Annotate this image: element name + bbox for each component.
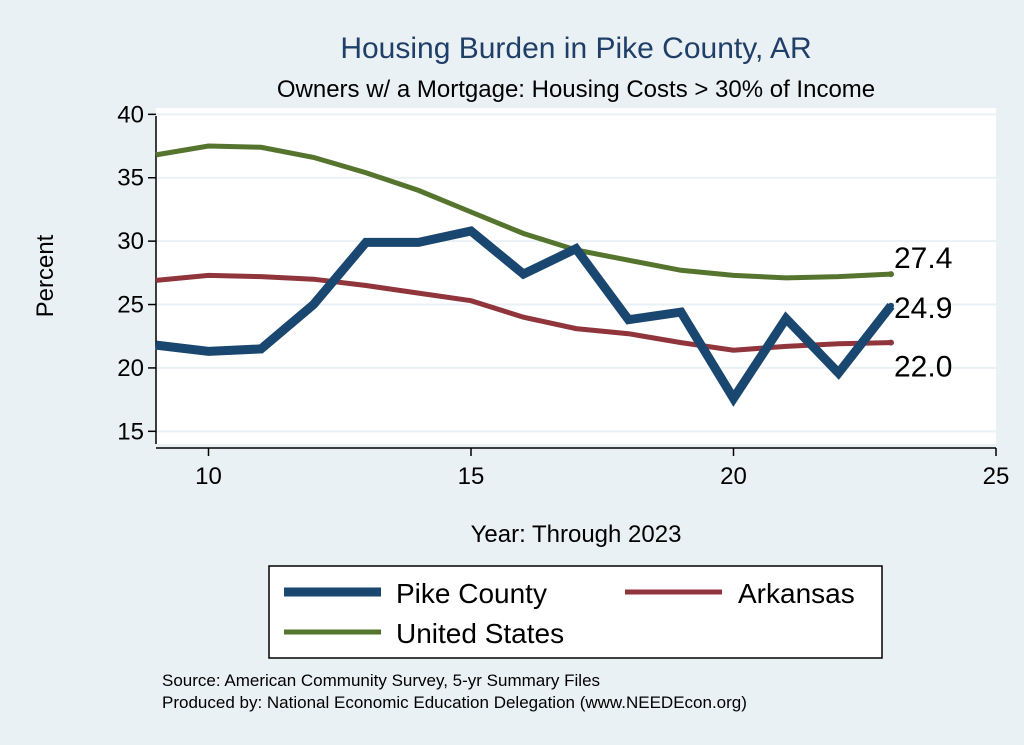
end-label-united-states: 27.4 <box>894 242 952 275</box>
axes: 15 20 25 30 35 40 10 15 20 25 <box>117 101 1009 490</box>
legend-box <box>268 565 883 659</box>
y-tick-label-20: 20 <box>117 355 144 382</box>
end-label-arkansas: 22.0 <box>894 351 952 384</box>
legend-label-arkansas: Arkansas <box>738 578 855 609</box>
x-tick-label-20: 20 <box>720 463 747 490</box>
end-label-pike-county: 24.9 <box>894 292 952 325</box>
x-tick-label-15: 15 <box>458 463 485 490</box>
chart-subtitle: Owners w/ a Mortgage: Housing Costs > 30… <box>277 76 875 103</box>
gridlines <box>156 113 996 433</box>
y-tick-label-40: 40 <box>117 101 144 128</box>
series-lines <box>155 143 895 407</box>
end-point-arkansas <box>888 339 894 346</box>
end-point-united-states <box>888 271 894 278</box>
x-axis-title: Year: Through 2023 <box>471 521 682 548</box>
end-labels: 24.9 22.0 27.4 <box>888 242 952 384</box>
x-tick-label-10: 10 <box>195 463 222 490</box>
source-note: Source: American Community Survey, 5-yr … <box>162 671 600 690</box>
y-tick-label-30: 30 <box>117 228 144 255</box>
x-tick-label-25: 25 <box>983 463 1010 490</box>
chart-title: Housing Burden in Pike County, AR <box>340 32 811 65</box>
y-tick-label-15: 15 <box>117 418 144 445</box>
legend-label-pike-county: Pike County <box>396 578 547 609</box>
y-tick-label-25: 25 <box>117 292 144 319</box>
series-line-united-states <box>155 143 892 281</box>
producer-note: Produced by: National Economic Education… <box>162 693 747 712</box>
legend-label-united-states: United States <box>396 618 564 649</box>
series-line-pike-county <box>155 226 895 407</box>
y-axis-title: Percent <box>32 234 59 317</box>
end-point-pike-county <box>888 302 894 309</box>
legend: Pike County Arkansas United States <box>268 565 883 659</box>
y-tick-label-35: 35 <box>117 165 144 192</box>
